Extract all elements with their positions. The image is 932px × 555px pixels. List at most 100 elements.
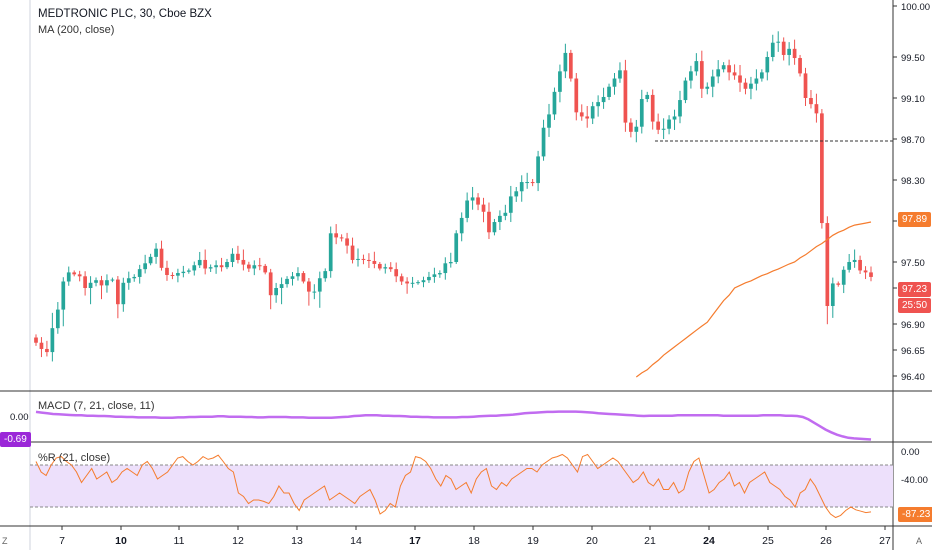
candle-body <box>121 282 126 305</box>
candle-body <box>66 272 71 282</box>
candle-body <box>203 259 208 269</box>
y-tick-label: 97.50 <box>901 258 925 269</box>
x-tick-label: 25 <box>762 535 774 547</box>
candle-body <box>563 52 568 72</box>
candle-body <box>99 280 104 286</box>
candle-body <box>498 215 502 223</box>
wr-legend: %R (21, close) <box>38 452 111 464</box>
candle-body <box>558 71 562 92</box>
candle-body <box>77 274 82 277</box>
y-tick-label: 98.70 <box>901 135 925 146</box>
candle-body <box>334 233 339 238</box>
candle-body <box>476 197 480 205</box>
candle-body <box>869 272 873 277</box>
candle-body <box>410 282 415 284</box>
y-tick-label: 96.65 <box>901 346 925 357</box>
candle-body <box>350 245 355 260</box>
candle-body <box>830 283 835 306</box>
candle-body <box>607 86 611 97</box>
candle-body <box>650 94 655 122</box>
candle-body <box>55 309 60 329</box>
candle-body <box>50 328 55 353</box>
candle-body <box>678 100 682 117</box>
candle-body <box>590 106 595 119</box>
candle-body <box>629 122 633 132</box>
wr-value-badge: -87.23 <box>898 507 932 522</box>
y-tick-label: 100.00 <box>901 2 930 13</box>
candle-body <box>214 265 218 268</box>
candle-body <box>443 263 448 274</box>
candle-body <box>645 94 650 100</box>
candle-body <box>721 65 726 70</box>
candle-body <box>39 342 44 349</box>
candle-body <box>858 259 862 271</box>
candle-body <box>143 263 148 270</box>
candle-body <box>416 282 420 284</box>
zoom-toggle-icon[interactable]: Z <box>2 536 8 546</box>
candle-body <box>208 267 213 269</box>
x-tick-label: 11 <box>174 535 185 547</box>
candle-body <box>514 191 519 197</box>
candle-body <box>765 57 770 73</box>
candle-body <box>377 263 382 269</box>
candle-body <box>268 272 273 296</box>
candle-body <box>836 283 841 285</box>
candle-body <box>454 233 459 262</box>
candle-body <box>743 82 748 89</box>
candle-body <box>699 61 704 89</box>
candle-body <box>781 41 786 55</box>
macd-tick-label: 0.00 <box>10 412 29 423</box>
candle-body <box>770 42 775 57</box>
candle-body <box>585 116 590 119</box>
candle-body <box>792 48 797 59</box>
candle-body <box>192 265 197 271</box>
candle-body <box>421 280 426 283</box>
candle-body <box>285 278 289 285</box>
candle-body <box>814 104 819 114</box>
candle-body <box>323 271 328 279</box>
y-tick-label: 96.90 <box>901 320 925 331</box>
wr-tick-label: -40.00 <box>901 475 928 486</box>
candle-body <box>219 265 224 268</box>
y-tick-label: 99.10 <box>901 94 925 105</box>
candle-body <box>847 262 852 270</box>
candle-body <box>841 269 846 285</box>
candle-body <box>759 72 764 79</box>
candle-body <box>672 116 677 120</box>
candle-body <box>470 197 475 201</box>
candle-body <box>83 276 87 288</box>
candle-body <box>705 86 710 89</box>
candle-body <box>754 78 759 84</box>
candle-body <box>536 156 540 184</box>
candle-body <box>787 48 791 55</box>
candle-body <box>116 279 120 305</box>
macd-line <box>35 410 872 441</box>
candle-body <box>72 272 77 275</box>
candle-body <box>612 78 617 87</box>
candle-body <box>339 237 344 239</box>
candle-body <box>252 265 257 269</box>
candle-body <box>809 98 813 105</box>
candle-body <box>230 253 235 262</box>
x-tick-label: 20 <box>586 535 598 547</box>
candle-body <box>727 65 731 73</box>
candle-body <box>525 182 530 184</box>
candle-body <box>105 280 109 286</box>
symbol-title: MEDTRONIC PLC, 30, Cboe BZX <box>38 8 212 20</box>
candle-body <box>367 259 371 261</box>
candle-body <box>634 126 639 132</box>
candle-body <box>503 212 508 216</box>
candle-body <box>656 121 661 130</box>
y-tick-label: 96.40 <box>901 372 925 383</box>
candle-body <box>618 70 622 79</box>
candle-body <box>165 267 169 275</box>
candle-body <box>803 73 808 98</box>
candle-body <box>263 265 268 273</box>
auto-scale-toggle-icon[interactable]: A <box>916 536 923 546</box>
candle-body <box>45 348 49 353</box>
candle-body <box>547 114 551 128</box>
candle-body <box>34 337 38 343</box>
candle-body <box>552 91 557 115</box>
